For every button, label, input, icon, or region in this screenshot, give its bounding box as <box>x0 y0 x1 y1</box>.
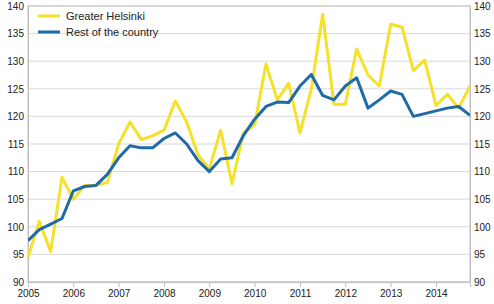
y2-tick: 115 <box>470 139 490 150</box>
y-tick-label: 140 <box>7 1 24 12</box>
x-tick-mark <box>119 282 120 287</box>
y-tick: 95 <box>13 249 28 260</box>
y-tick: 105 <box>7 194 28 205</box>
y-tick-label: 120 <box>7 111 24 122</box>
x-axis: 2005 2006 2007 2008 2009 2010 2011 2012 2013 2014 <box>17 282 470 299</box>
legend-swatch <box>38 15 60 18</box>
x-tick-label: 2013 <box>380 288 403 299</box>
x-tick-mark <box>209 282 210 287</box>
x-tick-label: 2007 <box>108 288 131 299</box>
x-tick-mark <box>300 282 301 287</box>
legend-swatch <box>38 31 60 34</box>
x-tick-mark <box>164 282 165 287</box>
y2-tick-label: 100 <box>474 222 491 233</box>
y2-tick-label: 105 <box>474 194 491 205</box>
y-tick: 115 <box>8 139 28 150</box>
grid-line <box>28 116 470 117</box>
grid-line <box>28 226 470 227</box>
series-line <box>28 14 470 257</box>
y-tick: 140 <box>7 1 28 12</box>
y-tick: 90 <box>13 277 28 288</box>
y-tick: 125 <box>7 84 28 95</box>
x-tick-mark <box>73 282 74 287</box>
x-tick-mark <box>391 282 392 287</box>
legend-label: Greater Helsinki <box>66 10 145 22</box>
x-tick-mark <box>436 282 437 287</box>
series-line <box>28 74 470 240</box>
y-tick-label: 100 <box>7 222 24 233</box>
x-tick: 2014 <box>425 282 448 299</box>
y2-tick: 100 <box>470 222 491 233</box>
y2-tick-label: 120 <box>474 111 491 122</box>
x-tick: 2005 <box>17 282 40 299</box>
x-tick-label: 2012 <box>335 288 358 299</box>
grid-line <box>28 254 470 255</box>
x-tick: 2006 <box>63 282 86 299</box>
y2-tick-label: 135 <box>474 28 491 39</box>
y2-tick-label: 110 <box>474 166 490 177</box>
y2-tick: 120 <box>470 111 491 122</box>
y-tick-label: 95 <box>13 249 25 260</box>
y2-tick: 95 <box>470 249 486 260</box>
y-axis: 90 95 100 105 110 115 120 125 130 135 140 <box>7 1 28 288</box>
grid-line <box>28 61 470 62</box>
legend: Greater Helsinki Rest of the country <box>38 10 159 38</box>
chart: 90 95 100 105 110 115 120 125 130 135 140 90 95 100 10… <box>0 0 494 304</box>
y2-tick: 130 <box>470 56 491 67</box>
y2-tick: 125 <box>470 84 491 95</box>
grid-line <box>28 199 470 200</box>
y-tick: 130 <box>7 56 28 67</box>
x-tick-label: 2009 <box>199 288 222 299</box>
y2-tick: 140 <box>470 1 491 12</box>
y2-tick: 135 <box>470 28 491 39</box>
y2-tick-label: 115 <box>474 139 490 150</box>
x-tick: 2007 <box>108 282 131 299</box>
x-tick-label: 2010 <box>244 288 267 299</box>
y-tick-label: 105 <box>7 194 24 205</box>
lines <box>28 14 470 257</box>
x-tick-label: 2008 <box>153 288 176 299</box>
y2-axis-line <box>470 7 471 283</box>
x-tick-mark <box>345 282 346 287</box>
x-tick: 2013 <box>380 282 403 299</box>
y2-tick: 110 <box>470 166 490 177</box>
grid-line <box>28 88 470 89</box>
y2-tick-label: 140 <box>474 1 491 12</box>
y-tick: 120 <box>7 111 28 122</box>
x-tick: 2009 <box>199 282 222 299</box>
y-tick-label: 110 <box>8 166 24 177</box>
y-tick-label: 115 <box>8 139 24 150</box>
grid-line <box>28 171 470 172</box>
y-tick-label: 130 <box>7 56 24 67</box>
x-tick-label: 2005 <box>17 288 40 299</box>
x-tick: 2008 <box>153 282 176 299</box>
x-tick: 2010 <box>244 282 267 299</box>
y-tick: 100 <box>7 222 28 233</box>
x-tick-label: 2014 <box>425 288 448 299</box>
y2-tick-label: 95 <box>474 249 486 260</box>
x-tick: 2011 <box>290 282 312 299</box>
x-axis-line <box>29 283 471 288</box>
x-tick-label: 2006 <box>63 288 86 299</box>
x-tick: 2012 <box>335 282 358 299</box>
plot-frame <box>28 6 470 282</box>
y-tick-label: 125 <box>7 84 24 95</box>
grid-line <box>28 144 470 145</box>
y-tick-label: 135 <box>7 28 24 39</box>
y2-tick: 90 <box>470 277 486 288</box>
y2-tick: 105 <box>470 194 491 205</box>
x-tick-label: 2011 <box>290 288 312 299</box>
y2-axis: 90 95 100 105 110 115 120 125 130 135 140 <box>470 1 491 288</box>
x-tick-mark <box>255 282 256 287</box>
y-tick: 110 <box>8 166 28 177</box>
legend-label: Rest of the country <box>66 26 159 38</box>
y2-tick-label: 90 <box>474 277 486 288</box>
grid <box>28 6 470 282</box>
y-tick: 135 <box>7 28 28 39</box>
y2-tick-label: 130 <box>474 56 491 67</box>
y-tick-label: 90 <box>13 277 25 288</box>
y2-tick-label: 125 <box>474 84 491 95</box>
x-tick-mark <box>28 282 29 287</box>
